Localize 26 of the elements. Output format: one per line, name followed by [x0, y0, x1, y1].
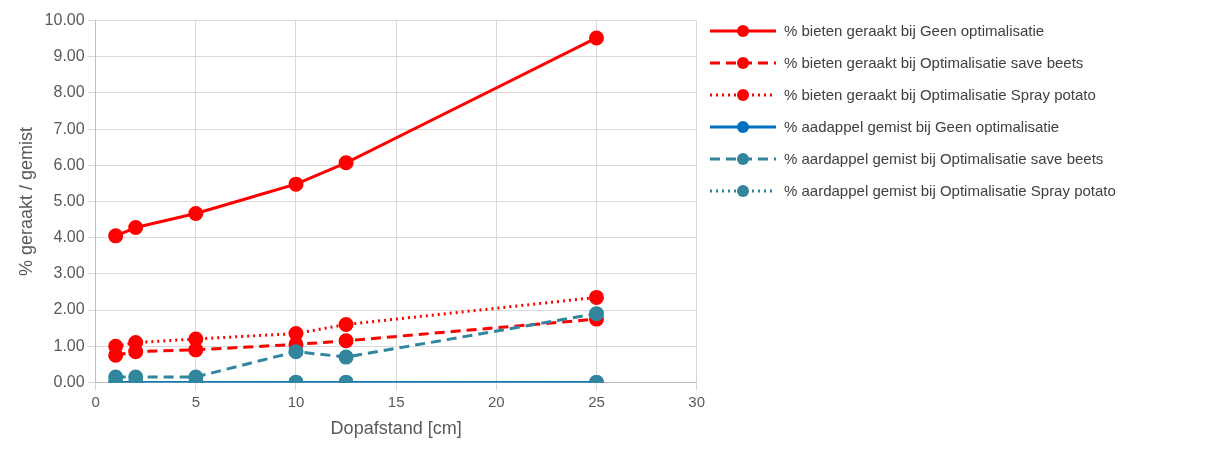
x-tick-label: 15	[387, 392, 405, 410]
legend-label: % aadappel gemist bij Geen optimalisatie	[784, 118, 1060, 136]
legend-label: % bieten geraakt bij Geen optimalisatie	[784, 22, 1045, 40]
y-axis-title: % geraakt / gemist	[15, 126, 36, 277]
x-axis-title: Dopafstand [cm]	[330, 418, 462, 439]
legend-label: % bieten geraakt bij Optimalisatie save beets	[784, 54, 1084, 72]
x-tick-label: 25	[588, 392, 605, 410]
y-tick-label: 9.00	[53, 47, 85, 65]
y-tick-label: 2.00	[53, 300, 85, 318]
y-tick-label: 10.00	[44, 11, 85, 29]
y-tick-label: 6.00	[53, 155, 85, 173]
y-tick-label: 7.00	[53, 119, 85, 137]
y-tick-label: 0.00	[53, 372, 85, 390]
x-tick-label: 5	[191, 392, 200, 410]
y-tick-label: 5.00	[53, 191, 85, 209]
x-tick-label: 0	[91, 392, 100, 410]
y-tick-label: 3.00	[53, 264, 85, 282]
y-tick-label: 1.00	[53, 336, 85, 354]
x-tick-label: 10	[287, 392, 305, 410]
x-tick-label: 30	[688, 392, 705, 410]
legend-label: % aardappel gemist bij Optimalisatie save beets	[784, 150, 1104, 168]
x-tick-label: 20	[487, 392, 505, 410]
y-tick-label: 4.00	[53, 228, 85, 246]
legend-label: % aardappel gemist bij Optimalisatie Spray potato	[784, 182, 1116, 200]
y-tick-label: 8.00	[53, 83, 85, 101]
legend-label: % bieten geraakt bij Optimalisatie Spray potato	[784, 86, 1096, 104]
